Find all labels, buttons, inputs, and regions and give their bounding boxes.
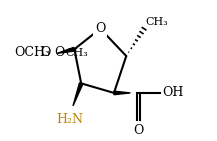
Text: CH₃: CH₃: [66, 48, 88, 58]
Text: OH: OH: [162, 86, 183, 99]
Text: O: O: [95, 22, 105, 35]
Text: CH₃: CH₃: [145, 17, 168, 27]
Text: O: O: [54, 46, 65, 59]
Text: O: O: [40, 46, 50, 59]
Text: OCH₃: OCH₃: [15, 46, 50, 59]
Polygon shape: [114, 91, 130, 95]
Polygon shape: [73, 83, 83, 106]
Polygon shape: [57, 47, 75, 53]
Text: O: O: [133, 124, 144, 137]
Text: H₂N: H₂N: [57, 113, 84, 126]
